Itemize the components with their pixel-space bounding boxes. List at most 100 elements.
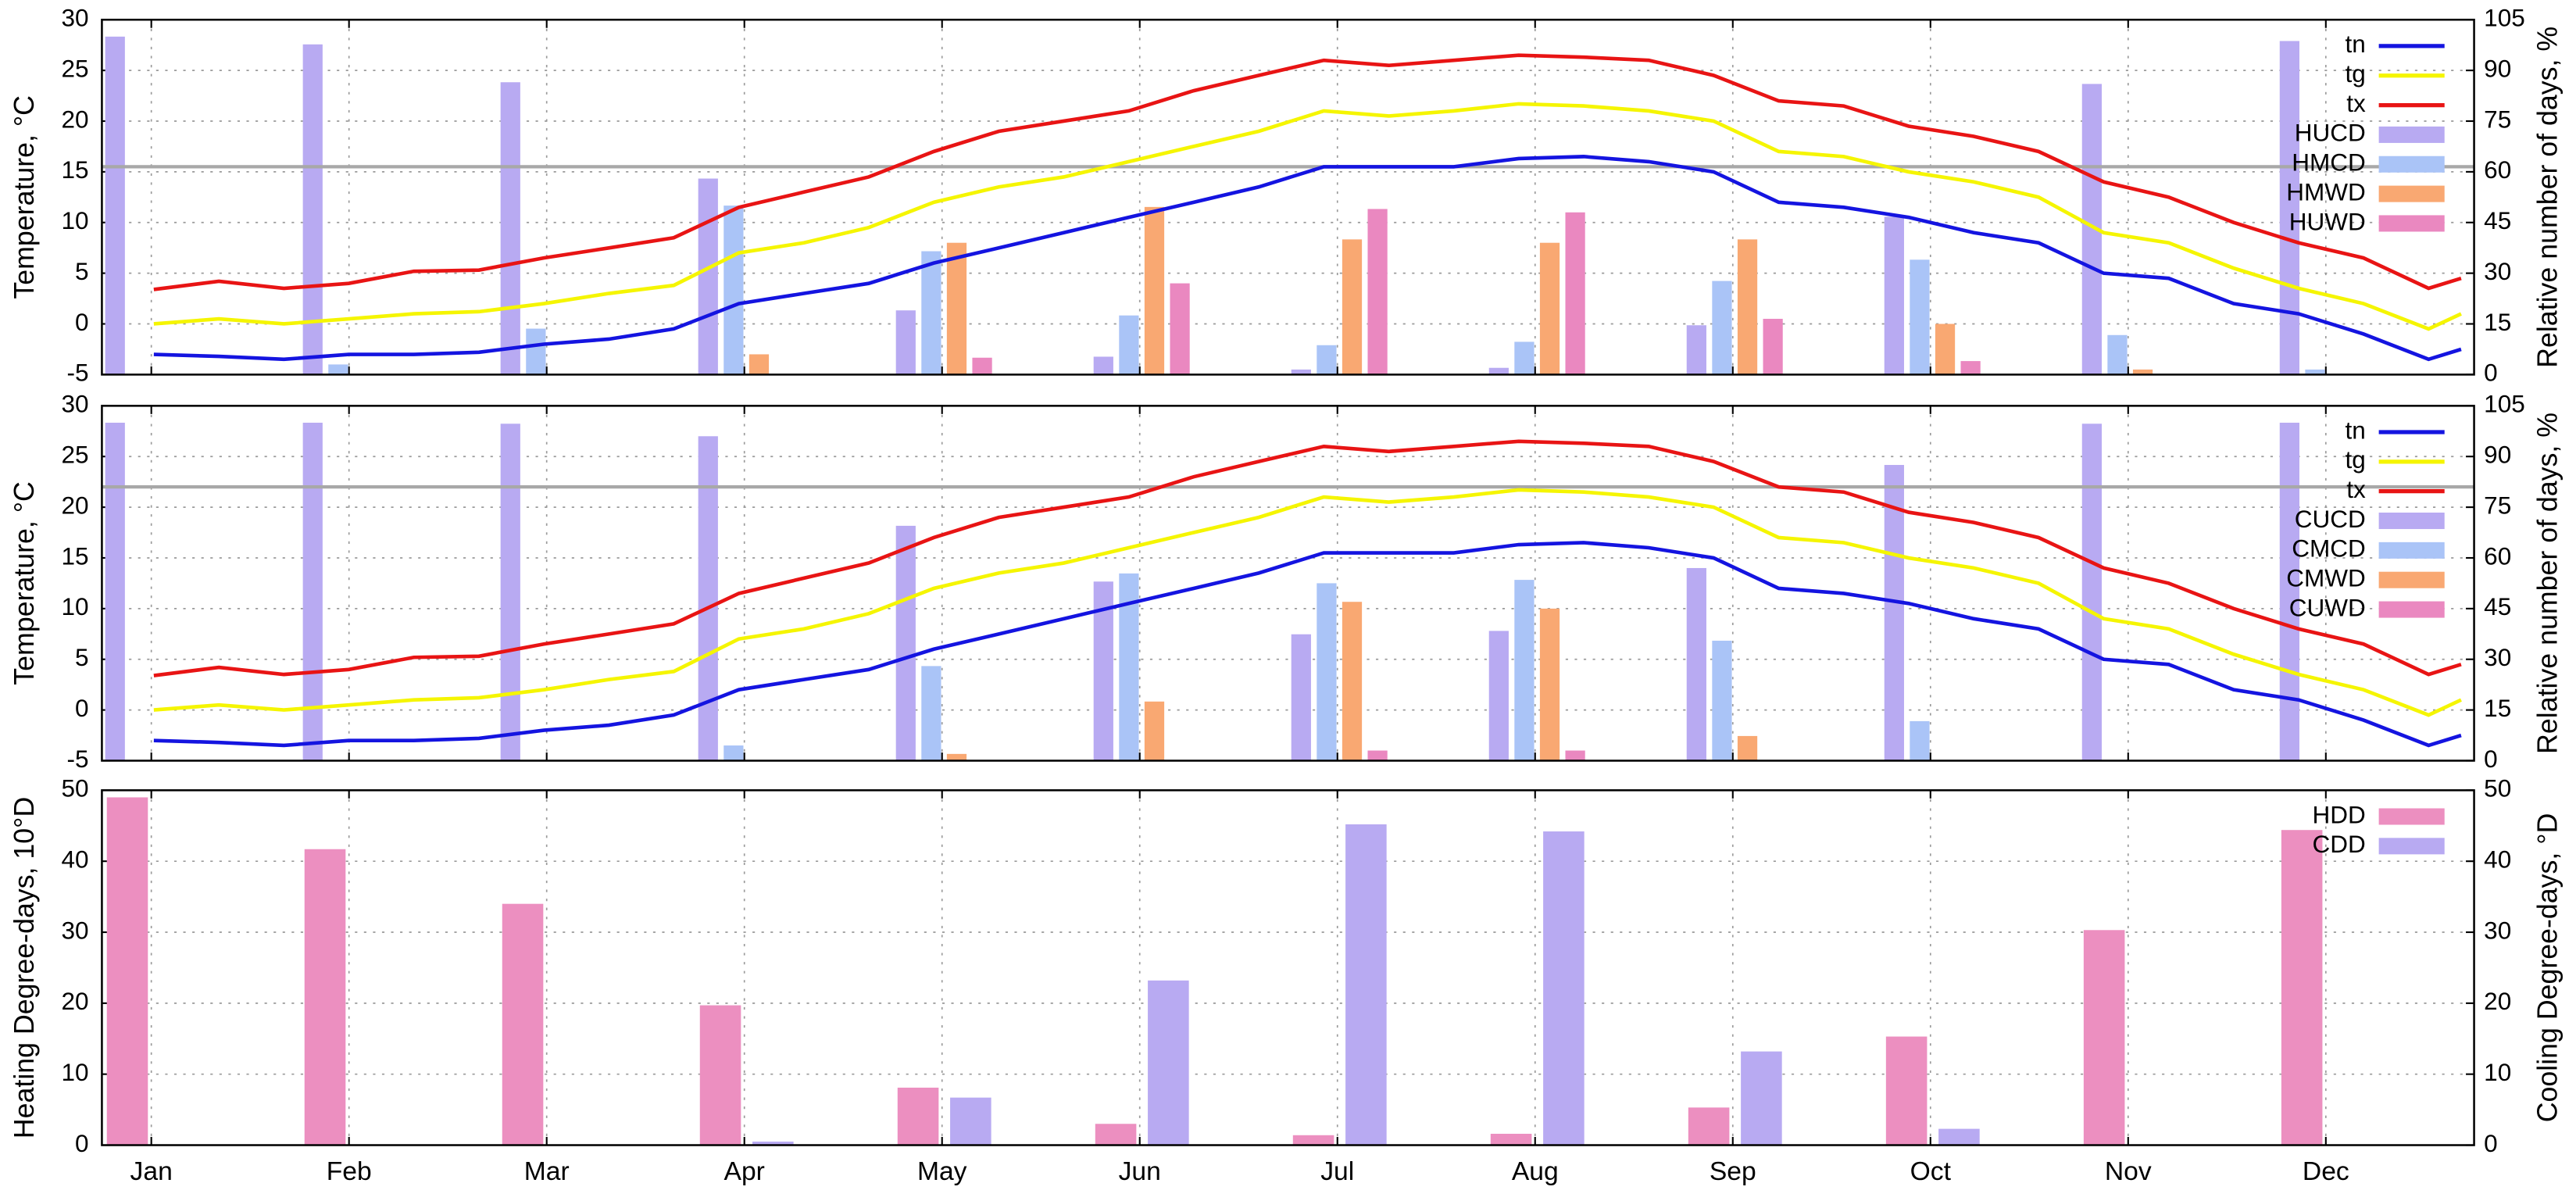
bar (500, 82, 520, 375)
bar (698, 436, 718, 761)
y-tick-label: 15 (62, 542, 89, 570)
bar (1367, 209, 1388, 375)
bar (699, 1005, 741, 1146)
bar (2279, 422, 2300, 761)
bar (1884, 465, 1904, 761)
legend-swatch (2378, 808, 2445, 825)
legend-label: CMCD (2292, 534, 2366, 563)
y2-tick-label: 50 (2484, 774, 2511, 802)
x-tick-label: Jul (1320, 1157, 1354, 1186)
bar (1543, 831, 1585, 1146)
bar (2305, 369, 2325, 375)
bar (723, 206, 744, 375)
bar (698, 178, 718, 375)
bar (1291, 634, 1311, 761)
y2-tick-label: 10 (2484, 1058, 2511, 1086)
bar (304, 849, 346, 1146)
y-axis-label: Temperature, °C (9, 481, 40, 685)
x-tick-label: Dec (2303, 1157, 2349, 1186)
y2-tick-label: 60 (2484, 155, 2511, 184)
legend-label: tn (2346, 30, 2366, 58)
y-tick-label: 25 (62, 54, 89, 82)
legend-label: CUWD (2289, 593, 2366, 621)
bar (2107, 334, 2128, 375)
bar (1367, 750, 1388, 761)
legend-label: tx (2346, 475, 2366, 503)
bar (1960, 361, 1981, 375)
y2-tick-label: 0 (2484, 359, 2498, 387)
x-tick-label: Sep (1710, 1157, 1756, 1186)
legend-label: tn (2346, 416, 2366, 444)
bar (895, 525, 916, 761)
bar (2279, 41, 2300, 375)
bar (1345, 824, 1387, 1146)
y-tick-label: 15 (62, 155, 89, 184)
legend-label: HMCD (2292, 148, 2366, 177)
y-tick-label: -5 (67, 745, 89, 773)
x-tick-label: Feb (327, 1157, 372, 1186)
y2-tick-label: 45 (2484, 592, 2511, 620)
bar (1763, 319, 1783, 375)
legend-label: CUCD (2295, 505, 2366, 533)
bar (105, 36, 125, 375)
y2-tick-label: 0 (2484, 1129, 2498, 1157)
y-tick-label: 10 (62, 1058, 89, 1086)
bar (1737, 239, 1758, 375)
bar (1935, 323, 1956, 375)
x-tick-label: May (917, 1157, 967, 1186)
bar (1317, 345, 1337, 375)
y-axis-label: Temperature, °C (9, 95, 40, 299)
bar (1488, 631, 1509, 761)
x-tick-label: Apr (724, 1157, 765, 1186)
bar (526, 328, 546, 375)
x-tick-label: Jun (1119, 1157, 1161, 1186)
y-tick-label: 30 (62, 4, 89, 32)
y2-tick-label: 75 (2484, 105, 2511, 133)
y2-tick-label: 15 (2484, 694, 2511, 722)
plot-frame (101, 18, 2475, 376)
y2-tick-label: 15 (2484, 308, 2511, 336)
legend-label: HUCD (2295, 119, 2366, 147)
legend-swatch (2378, 126, 2445, 143)
bar (1741, 1051, 1782, 1146)
y2-tick-label: 30 (2484, 257, 2511, 285)
bar (1148, 980, 1189, 1146)
legend-label: HUWD (2289, 207, 2366, 235)
legend-swatch (2378, 155, 2445, 173)
y2-tick-label: 0 (2484, 745, 2498, 773)
y-tick-label: 20 (62, 105, 89, 133)
bar (950, 1097, 991, 1146)
y2-tick-label: 20 (2484, 987, 2511, 1015)
bar (1737, 735, 1758, 761)
bar (2132, 369, 2153, 375)
line (153, 53, 2462, 291)
legend-swatch (2378, 513, 2445, 530)
x-tick-label: Jan (130, 1157, 173, 1186)
y-tick-label: 0 (75, 1129, 89, 1157)
legend-swatch (2378, 215, 2445, 232)
legend-label: tg (2346, 59, 2366, 88)
legend-label: CMWD (2286, 564, 2366, 592)
bar (105, 422, 125, 761)
y2-tick-label: 40 (2484, 845, 2511, 874)
bar (1686, 567, 1706, 761)
bar (302, 44, 323, 375)
bar (502, 903, 544, 1146)
bar (921, 666, 941, 761)
y2-tick-label: 60 (2484, 542, 2511, 570)
bar (1342, 602, 1363, 761)
bar (328, 364, 348, 375)
y-tick-label: -5 (67, 359, 89, 387)
bar (1910, 720, 1930, 761)
legend-swatch (2378, 838, 2445, 855)
legend-label: tg (2346, 445, 2366, 474)
bar (2281, 830, 2323, 1146)
bar (302, 422, 323, 761)
bar (1565, 212, 1585, 375)
bar (1119, 315, 1139, 375)
y-tick-label: 30 (62, 390, 89, 418)
legend-swatch (2378, 542, 2445, 559)
bar (749, 354, 770, 375)
